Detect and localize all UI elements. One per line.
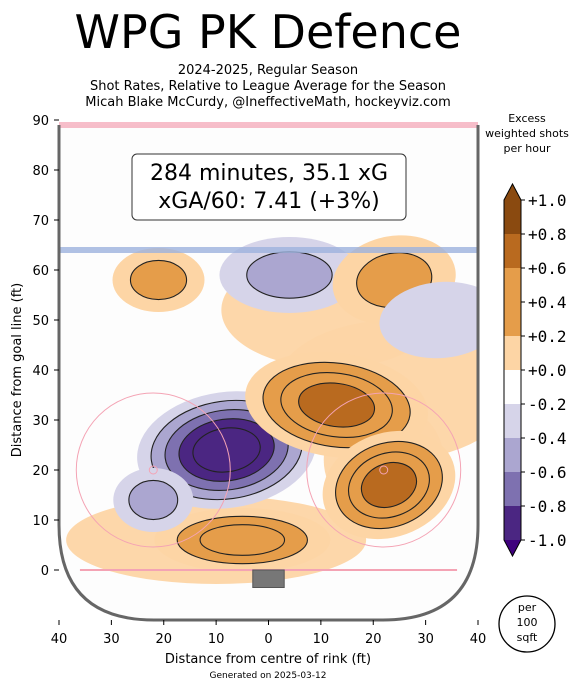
faceoff-circle-left xyxy=(75,392,231,548)
y-axis-label: Distance from goal line (ft) xyxy=(10,283,25,457)
x-tick-label: 40 xyxy=(51,632,68,647)
colorbar-title-line1: Excess xyxy=(508,112,546,125)
colorbar: +1.0 +0.8 +0.6 +0.4 +0.2 +0.0 -0.2 -0.4 -0.6 -0.8… xyxy=(503,182,567,558)
colorbar-tick-label: -0.2 xyxy=(528,395,567,414)
y-tick-label: 40 xyxy=(32,364,49,379)
colorbar-segment xyxy=(504,370,521,405)
colorbar-tick-label: +0.4 xyxy=(528,293,567,312)
heat-region xyxy=(154,508,331,572)
unit-badge: per 100 sqft xyxy=(498,595,556,653)
y-tick-label: 70 xyxy=(32,214,49,229)
y-tick-label: 10 xyxy=(32,514,49,529)
x-tick-label: 20 xyxy=(155,632,172,647)
annotation-box xyxy=(131,153,407,221)
colorbar-segment xyxy=(504,404,521,439)
subtitle-season: 2024-2025, Regular Season xyxy=(177,63,359,78)
contour-level xyxy=(246,251,333,299)
contour-level xyxy=(379,281,478,359)
colorbar-extend-bottom xyxy=(504,540,521,556)
goal-net xyxy=(252,569,285,588)
colorbar-tick-label: +0.6 xyxy=(528,259,567,278)
colorbar-tick-label: -0.6 xyxy=(528,463,567,482)
contour-level xyxy=(298,382,376,428)
colorbar-title-line3: per hour xyxy=(504,142,551,155)
colorbar-segment xyxy=(504,438,521,473)
x-tick-label: 20 xyxy=(365,632,382,647)
x-tick-label: 10 xyxy=(208,632,225,647)
colorbar-title-line2: weighted shots xyxy=(485,127,569,140)
colorbar-segment xyxy=(504,200,521,235)
colorbar-segment xyxy=(504,234,521,269)
y-tick-label: 20 xyxy=(32,464,49,479)
summary-annotation: 284 minutes, 35.1 xG xGA/60: 7.41 (+3%) xyxy=(131,153,407,221)
annotation-line2: xGA/60: 7.41 (+3%) xyxy=(158,189,379,214)
colorbar-tick-label: +0.8 xyxy=(528,225,567,244)
colorbar-extend-top xyxy=(504,184,521,200)
colorbar-tick-label: -0.4 xyxy=(528,429,567,448)
heat-region xyxy=(379,281,478,359)
x-axis-label: Distance from centre of rink (ft) xyxy=(165,652,371,667)
contour-level xyxy=(360,461,418,509)
colorbar-segment xyxy=(504,472,521,507)
y-tick-label: 30 xyxy=(32,414,49,429)
colorbar-tick-label: -0.8 xyxy=(528,497,567,516)
x-tick-label: 10 xyxy=(313,632,330,647)
colorbar-tick-label: +0.2 xyxy=(528,327,567,346)
colorbar-segment xyxy=(504,302,521,337)
contour-level xyxy=(199,524,286,556)
y-tick-label: 50 xyxy=(32,314,49,329)
x-tick-label: 30 xyxy=(417,632,434,647)
faceoff-dot-left xyxy=(379,465,389,475)
unit-line2: 100 xyxy=(517,616,538,629)
y-tick-label: 80 xyxy=(32,164,49,179)
x-tick-label: 0 xyxy=(264,632,272,647)
y-tick-label: 60 xyxy=(32,264,49,279)
colorbar-segment xyxy=(504,336,521,371)
faceoff-dot-right xyxy=(148,465,158,475)
colorbar-segment xyxy=(504,506,521,541)
generated-date: Generated on 2025-03-12 xyxy=(209,671,327,681)
x-tick-label: 30 xyxy=(103,632,120,647)
heat-region xyxy=(113,468,194,532)
plot-area xyxy=(59,125,478,620)
annotation-line1: 284 minutes, 35.1 xG xyxy=(150,161,388,186)
contour-level xyxy=(192,427,261,473)
faceoff-circle-right xyxy=(306,392,462,548)
colorbar-tick-label: +0.0 xyxy=(528,361,567,380)
y-tick-label: 90 xyxy=(32,114,49,129)
heat-region xyxy=(219,237,360,313)
rink-markings xyxy=(57,122,480,622)
colorbar-tick-label: +1.0 xyxy=(528,191,567,210)
unit-line1: per xyxy=(518,601,537,614)
colorbar-tick-label: -1.0 xyxy=(528,531,567,550)
contour-level xyxy=(129,259,188,301)
x-tick-label: 40 xyxy=(470,632,487,647)
subtitle-author: Micah Blake McCurdy, @IneffectiveMath, h… xyxy=(85,95,451,110)
colorbar-segment xyxy=(504,268,521,303)
heat-region xyxy=(245,351,428,459)
unit-line3: sqft xyxy=(517,631,538,644)
y-tick-label: 0 xyxy=(41,564,49,579)
unit-circle xyxy=(498,595,556,653)
contour-level xyxy=(128,479,179,521)
heat-region xyxy=(112,248,205,312)
chart-title: WPG PK Defence xyxy=(74,5,462,59)
heat-region xyxy=(322,430,456,540)
subtitle-description: Shot Rates, Relative to League Average f… xyxy=(89,79,447,94)
axes: 0 10 20 30 40 50 60 70 80 90 40 30 20 10 0 10 20 30 40 xyxy=(32,114,486,647)
